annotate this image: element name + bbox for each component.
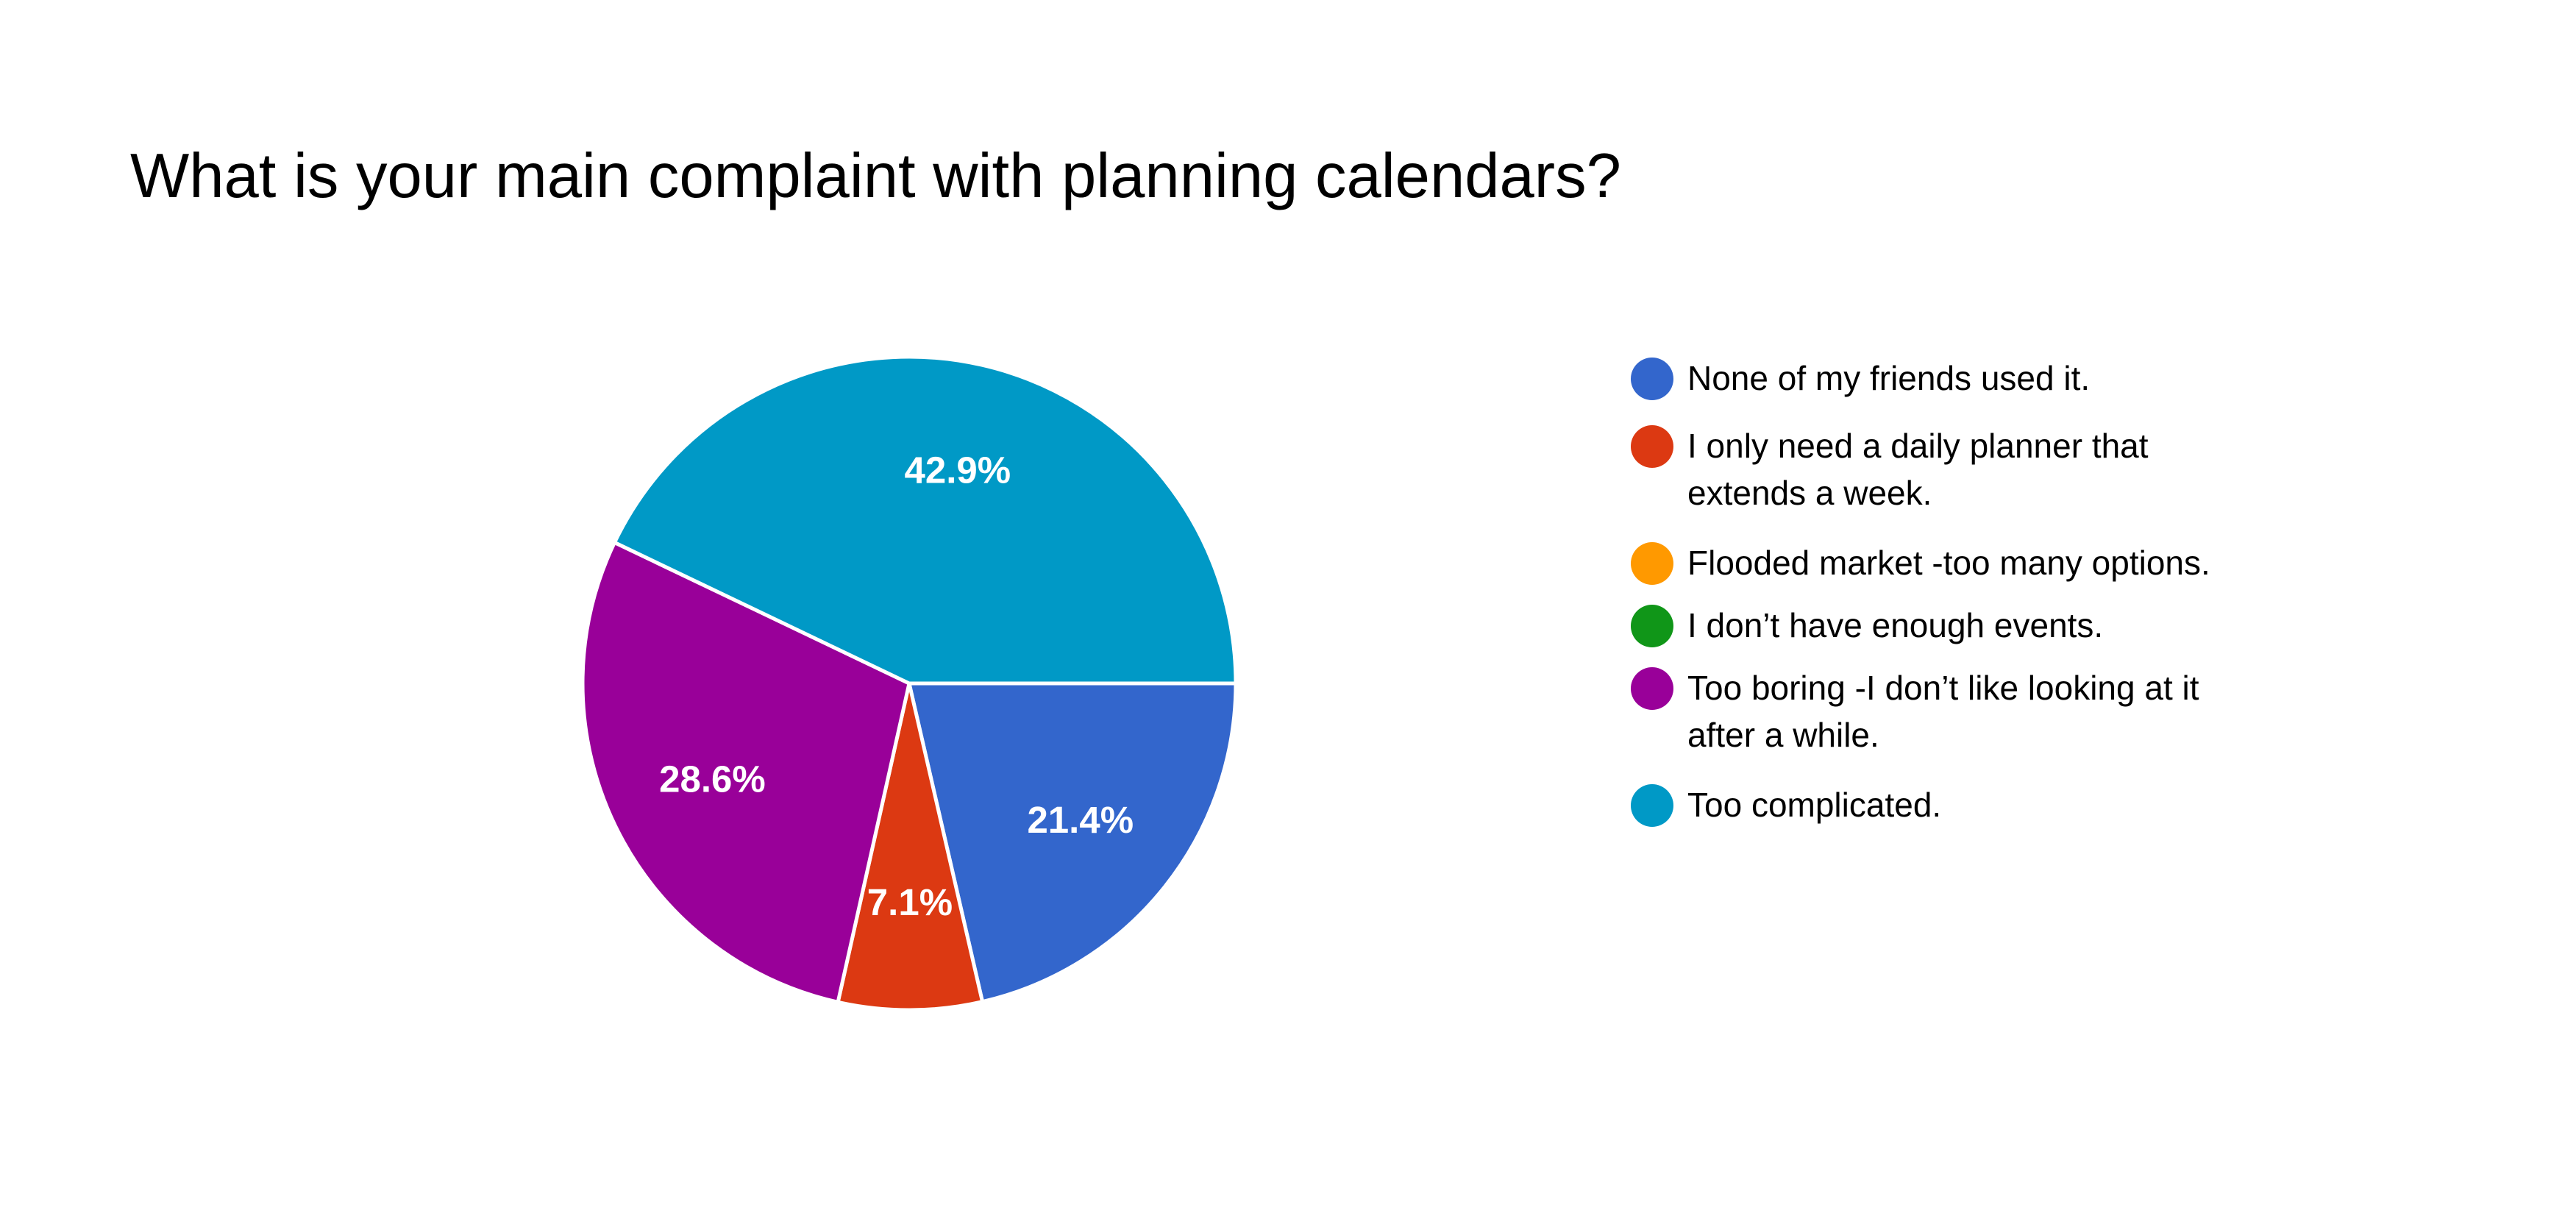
legend-label: Too complicated. <box>1687 786 1942 824</box>
slice-label: 42.9% <box>905 449 1011 491</box>
legend-label: I only need a daily planner that extends… <box>1687 427 2149 512</box>
slice-label: 21.4% <box>1027 799 1134 841</box>
legend-swatch <box>1631 784 1673 827</box>
pie-slice[interactable] <box>836 683 985 1012</box>
legend-label: Too boring -I don’t like looking at it a… <box>1687 669 2199 754</box>
chart-title: What is your main complaint with plannin… <box>130 141 1621 211</box>
legend-label: None of my friends used it. <box>1687 359 2091 397</box>
legend-label: Flooded market -too many options. <box>1687 544 2210 582</box>
pie-slice[interactable] <box>580 540 911 1005</box>
legend-swatch <box>1631 358 1673 400</box>
pie-slice[interactable] <box>906 681 1238 1004</box>
slice-label: 7.1% <box>867 881 953 923</box>
legend-swatch <box>1631 667 1673 710</box>
pie-slice[interactable] <box>612 355 1238 686</box>
legend-swatch <box>1631 425 1673 468</box>
legend-swatch <box>1631 542 1673 585</box>
legend-swatch <box>1631 605 1673 647</box>
legend-label: I don’t have enough events. <box>1687 606 2104 644</box>
slice-label: 28.6% <box>659 758 766 800</box>
